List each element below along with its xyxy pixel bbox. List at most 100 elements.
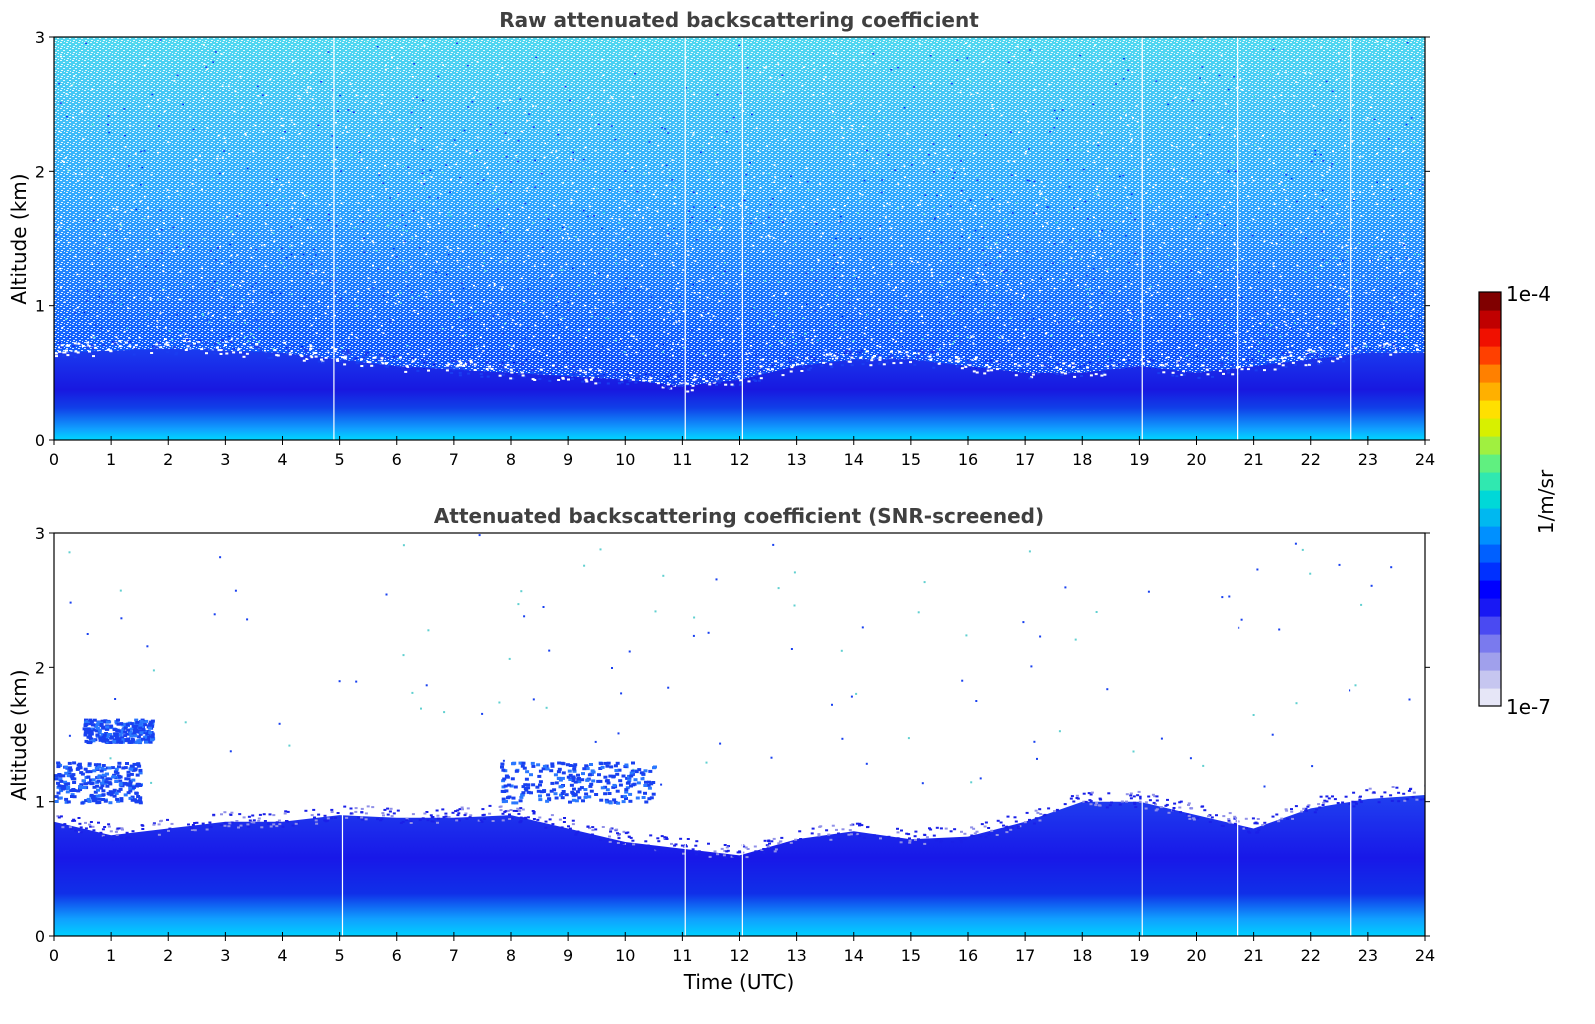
cloud-cell [73, 789, 77, 792]
noise-speck [1307, 335, 1309, 337]
noise-speck [146, 251, 148, 253]
edge-cell [166, 342, 169, 344]
noise-speck [592, 284, 594, 286]
noise-speck [402, 260, 404, 262]
noise-speck [893, 290, 895, 292]
noise-speck [1319, 347, 1321, 349]
edge-cell [1419, 799, 1422, 801]
noise-speck [804, 333, 806, 335]
noise-speck [558, 301, 560, 303]
noise-speck [526, 229, 528, 231]
noise-speck [305, 90, 307, 92]
edge-cell [268, 357, 271, 359]
edge-cell [360, 358, 363, 360]
noise-speck [107, 330, 109, 332]
noise-speck [839, 257, 841, 259]
noise-speck [222, 218, 224, 220]
noise-speck [874, 62, 876, 64]
edge-cell [786, 842, 789, 844]
noise-speck [534, 160, 536, 162]
noise-speck [1041, 181, 1043, 183]
noise-speck [864, 180, 866, 182]
edge-cell [835, 357, 838, 359]
edge-cell [1203, 809, 1206, 811]
edge-cell [908, 837, 911, 839]
noise-speck [335, 292, 337, 294]
noise-speck [1093, 142, 1095, 144]
cloud-cell [514, 801, 518, 804]
noise-speck [1270, 190, 1272, 192]
edge-cell [1402, 793, 1405, 795]
edge-cell [365, 354, 368, 356]
noise-speck [1271, 242, 1273, 244]
edge-cell [107, 349, 110, 351]
noise-speck [321, 282, 323, 284]
noise-speck [1227, 352, 1229, 354]
noise-speck [109, 217, 111, 219]
noise-speck [992, 108, 994, 110]
edge-cell [777, 842, 780, 844]
noise-speck [964, 173, 966, 175]
noise-speck [862, 626, 864, 628]
edge-cell [571, 378, 574, 380]
noise-speck [1150, 201, 1152, 203]
noise-speck [306, 146, 308, 148]
noise-speck [1280, 95, 1282, 97]
noise-speck [366, 167, 368, 169]
noise-speck [1094, 193, 1096, 195]
noise-speck [585, 147, 587, 149]
noise-speck [450, 179, 452, 181]
noise-speck [569, 226, 571, 228]
noise-speck [1364, 78, 1366, 80]
noise-speck [250, 247, 252, 249]
noise-speck [1018, 348, 1020, 350]
edge-cell [918, 350, 921, 352]
noise-speck [1231, 163, 1233, 165]
noise-speck [135, 153, 137, 155]
noise-speck [1127, 124, 1129, 126]
noise-speck [232, 284, 234, 286]
noise-speck [219, 202, 221, 204]
edge-cell [436, 822, 439, 824]
noise-speck [114, 81, 116, 83]
cloud-cell [523, 783, 527, 786]
noise-speck [1321, 231, 1323, 233]
edge-cell [220, 353, 223, 355]
noise-speck [1022, 297, 1024, 299]
noise-speck [1056, 117, 1058, 119]
noise-speck [157, 99, 159, 101]
noise-speck [791, 648, 793, 650]
noise-speck [1283, 111, 1285, 113]
noise-speck [1386, 186, 1388, 188]
edge-cell [813, 360, 816, 362]
edge-cell [1183, 374, 1186, 376]
noise-speck [374, 112, 376, 114]
noise-speck [1331, 111, 1333, 113]
noise-speck [568, 238, 570, 240]
cloud-cell [96, 727, 100, 730]
noise-speck [1037, 355, 1039, 357]
noise-speck [1088, 266, 1090, 268]
edge-cell [1413, 792, 1416, 794]
noise-speck [982, 250, 984, 252]
edge-cell [1320, 796, 1323, 798]
noise-speck [1050, 335, 1052, 337]
noise-speck [406, 230, 408, 232]
noise-speck [1199, 251, 1201, 253]
edge-cell [187, 824, 190, 826]
noise-speck [97, 219, 99, 221]
noise-speck [740, 205, 742, 207]
edge-cell [166, 819, 169, 821]
edge-cell [832, 825, 835, 827]
edge-cell [896, 828, 899, 830]
edge-cell [682, 853, 685, 855]
noise-speck [952, 177, 954, 179]
noise-speck [120, 590, 122, 592]
edge-cell [548, 380, 551, 382]
noise-speck [429, 227, 431, 229]
noise-speck [137, 250, 139, 252]
noise-speck [662, 351, 664, 353]
noise-speck [1217, 266, 1219, 268]
noise-speck [153, 669, 155, 671]
noise-speck [259, 328, 261, 330]
